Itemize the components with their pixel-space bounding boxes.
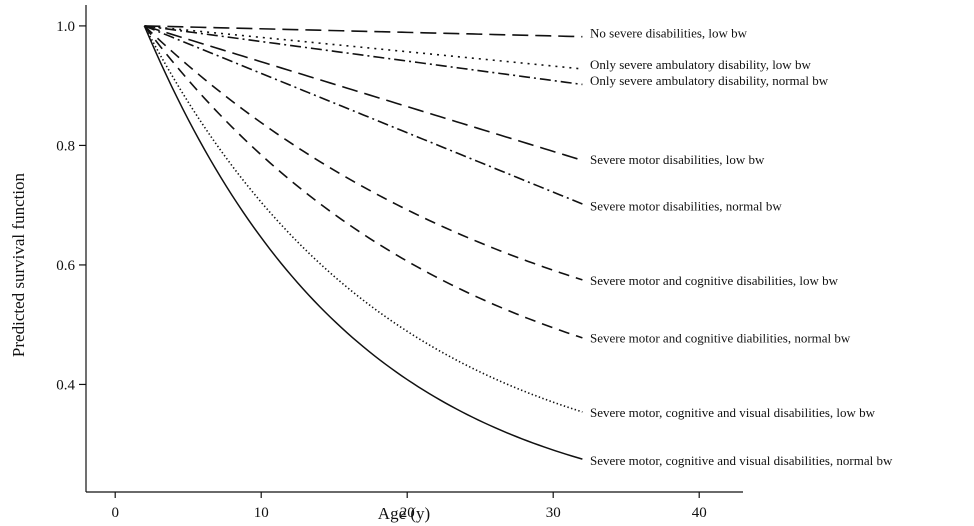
series-label-8: Severe motor, cognitive and visual disab… (590, 405, 876, 420)
axes (85, 5, 743, 493)
series-line-4 (144, 25, 583, 162)
series-label-3: Only severe ambulatory disability, norma… (590, 73, 829, 88)
x-tick-label: 20 (400, 505, 415, 521)
series-label-5: Severe motor disabilities, normal bw (590, 198, 782, 213)
series-line-2 (144, 25, 583, 70)
x-tick-label: 0 (111, 505, 119, 521)
y-tick-label: 0.6 (56, 258, 75, 274)
series-line-1 (144, 25, 583, 38)
series-label-9: Severe motor, cognitive and visual disab… (590, 453, 893, 468)
series-label-6: Severe motor and cognitive disabilities,… (590, 273, 839, 288)
series-label-1: No severe disabilities, low bw (590, 26, 748, 41)
series-label-2: Only severe ambulatory disability, low b… (590, 57, 811, 72)
series-label-7: Severe motor and cognitive diabilities, … (590, 330, 851, 345)
y-tick-label: 1.0 (56, 19, 75, 35)
series-labels: No severe disabilities, low bw Only sever… (590, 26, 893, 468)
y-tick-label: 0.4 (56, 377, 75, 393)
series-line-8 (143, 25, 583, 413)
series-line-3 (144, 25, 583, 86)
y-axis-title: Predicted survival function (9, 172, 28, 357)
series-label-4: Severe motor disabilities, low bw (590, 152, 765, 167)
series-line-5 (144, 25, 583, 205)
series-lines (143, 25, 583, 460)
series-line-9 (143, 25, 583, 460)
x-tick-label: 10 (254, 505, 269, 521)
x-tick-label: 40 (692, 505, 707, 521)
series-line-7 (143, 25, 583, 339)
y-tick-label: 0.8 (56, 138, 75, 154)
x-axis-title: Age (y) (378, 504, 430, 523)
ticks: 0 10 20 30 40 0.4 0.6 0.8 1.0 (56, 19, 706, 521)
x-tick-label: 30 (546, 505, 561, 521)
series-line-6 (143, 25, 583, 281)
